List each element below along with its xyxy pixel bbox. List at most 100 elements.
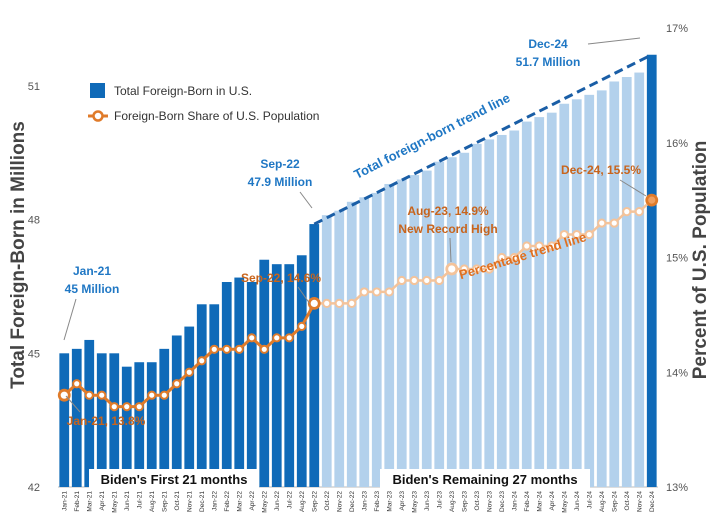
pct-point	[259, 344, 269, 354]
pct-point	[284, 333, 294, 343]
pct-point	[397, 275, 407, 286]
x-tick-label: Aug-24	[599, 491, 606, 512]
bar	[646, 54, 657, 488]
period-labels: Biden's First 21 months Biden's Remainin…	[89, 469, 590, 489]
x-tick-label: Sep-23	[461, 491, 468, 512]
bar	[571, 99, 582, 488]
x-tick-label: Mar-23	[386, 491, 393, 512]
pct-point	[497, 252, 507, 263]
x-tick-label: Aug-21	[149, 491, 156, 512]
x-tick-label: Oct-21	[174, 491, 181, 511]
x-tick-label: Jul-22	[286, 491, 293, 509]
pct-point	[72, 379, 82, 389]
pct-point	[322, 298, 332, 308]
pct-point	[234, 344, 244, 354]
bar	[396, 179, 407, 487]
annotation-sep22-pct-leader	[297, 286, 311, 305]
bar	[521, 121, 532, 488]
bar	[109, 353, 120, 487]
pct-point	[109, 402, 119, 412]
y-tick-label: 51	[28, 81, 40, 93]
trend-layer	[313, 53, 653, 226]
bar	[121, 366, 132, 487]
bar	[434, 161, 445, 487]
annotation-jan21-bar-leader	[63, 298, 77, 341]
period-label-first: Biden's First 21 months	[101, 472, 248, 487]
x-tick-label: Apr-22	[249, 491, 256, 511]
annotation-aug23-pct-line1: Aug-23, 14.9%	[407, 204, 489, 218]
annotation-sep22-pct: Sep-22, 14.6%	[241, 271, 321, 285]
pct-point	[372, 287, 382, 297]
bar	[621, 77, 632, 488]
x-tick-label: May-22	[261, 491, 268, 513]
pct-point	[347, 298, 357, 308]
bar	[196, 304, 207, 487]
total-trend-line	[313, 53, 653, 226]
bar	[371, 192, 382, 488]
x-tick-label: Nov-24	[636, 491, 643, 512]
bar	[446, 157, 457, 487]
pct-point	[559, 229, 569, 240]
x-tick-label: Oct-22	[324, 491, 331, 511]
bar	[359, 197, 370, 487]
pct-point	[57, 388, 71, 402]
bar	[346, 201, 357, 487]
y2-tick-label: 14%	[666, 367, 688, 379]
y2-axis-title: Percent of U.S. Population	[690, 141, 711, 380]
bar	[271, 264, 282, 487]
x-tick-label: May-23	[411, 491, 418, 513]
period-box-remaining	[380, 469, 590, 489]
x-tick-label: Aug-22	[299, 491, 306, 512]
pct-point	[184, 367, 194, 377]
annotation-dec24-pct-leader	[619, 179, 647, 197]
legend: Total Foreign-Born in U.S. Foreign-Born …	[88, 83, 319, 123]
x-tick-label: Jul-23	[436, 491, 443, 509]
pct-point	[572, 229, 582, 240]
bar	[146, 362, 157, 487]
x-tick-label: Jan-22	[211, 491, 218, 511]
bar	[596, 90, 607, 487]
x-tick-label: Nov-23	[486, 491, 493, 512]
bar	[309, 224, 320, 487]
pct-point	[584, 229, 594, 240]
x-tick-label: Apr-23	[399, 491, 406, 511]
annotation-jan21-bar-line2: 45 Million	[65, 282, 120, 296]
bar	[171, 335, 182, 487]
x-tick-label: Feb-21	[74, 491, 81, 512]
axis-layer: 42 45 48 51 13% 14% 15% 16% 17% Jan-21 Feb-21 Mar-2…	[28, 23, 688, 513]
x-tick-label: Feb-23	[374, 491, 381, 512]
x-tick-label: Apr-21	[99, 491, 106, 511]
y-tick-label: 42	[28, 482, 40, 494]
annotation-jan21-pct-leader	[65, 395, 81, 413]
pct-point	[634, 207, 644, 217]
y2-tick-label: 13%	[666, 482, 688, 494]
line-layer	[57, 193, 659, 412]
pct-line-projected	[314, 199, 653, 305]
pct-point	[434, 275, 444, 286]
bar	[459, 152, 470, 487]
bar	[284, 264, 295, 487]
pct-point	[534, 241, 544, 251]
bar	[259, 259, 270, 487]
bar	[71, 348, 82, 487]
bar	[159, 348, 170, 487]
bar	[96, 353, 107, 487]
x-tick-label: Jan-24	[511, 491, 518, 511]
legend-bar-swatch	[90, 83, 105, 98]
legend-line-label: Foreign-Born Share of U.S. Population	[114, 109, 319, 123]
pct-point	[334, 298, 344, 308]
bar	[409, 175, 420, 487]
annotation-sep22-bar-line2: 47.9 Million	[248, 175, 313, 189]
x-tick-label: Jan-23	[361, 491, 368, 511]
x-tick-label: Sep-24	[611, 491, 618, 512]
bar	[634, 72, 645, 487]
pct-point	[134, 402, 144, 412]
annotation-aug23-pct-line2: New Record High	[398, 222, 497, 236]
x-tick-label: Feb-24	[524, 491, 531, 512]
bar	[421, 170, 432, 488]
bar	[296, 255, 307, 487]
annotation-dec24-bar-line2: 51.7 Million	[516, 55, 581, 69]
pct-point	[472, 264, 482, 274]
annotation-aug23-pct-leader	[449, 237, 452, 263]
